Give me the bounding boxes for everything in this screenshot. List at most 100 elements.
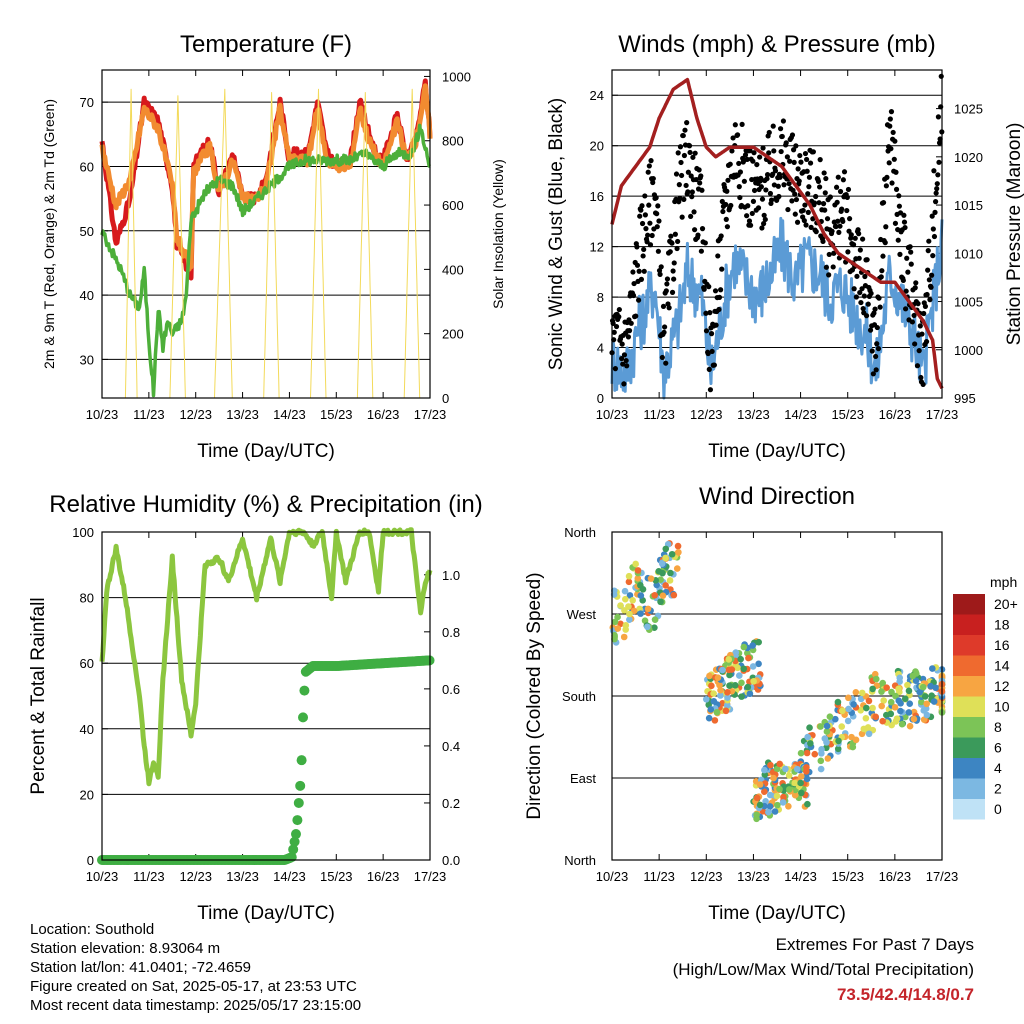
direction-point	[791, 779, 799, 787]
gust-point	[930, 253, 936, 259]
direction-point	[798, 773, 805, 780]
direction-point	[826, 713, 834, 720]
direction-point	[803, 775, 811, 783]
x-axis-label: Time (Day/UTC)	[708, 441, 846, 462]
direction-point	[896, 674, 904, 682]
precip-point	[293, 797, 304, 808]
direction-point	[923, 700, 931, 708]
gust-point	[786, 181, 792, 187]
direction-point	[749, 642, 756, 649]
gust-point	[921, 310, 927, 317]
x-tick-label: 10/23	[86, 869, 119, 884]
gust-point	[744, 156, 750, 162]
direction-point	[706, 672, 713, 680]
x-tick-label: 13/23	[226, 869, 259, 884]
gust-point	[860, 236, 866, 242]
gust-point	[678, 159, 684, 166]
gust-point	[636, 268, 642, 274]
gust-point	[706, 284, 712, 290]
gust-point	[844, 194, 850, 201]
direction-point	[651, 591, 659, 599]
direction-points	[609, 540, 946, 823]
gust-point	[916, 348, 922, 354]
extremes-values: 73.5/42.4/14.8/0.7	[836, 985, 974, 1004]
gust-point	[758, 184, 764, 190]
direction-point	[767, 761, 774, 769]
gust-point	[919, 331, 925, 337]
gust-point	[793, 143, 799, 149]
direction-point	[905, 709, 913, 716]
gust-point	[901, 219, 908, 225]
gust-point	[683, 182, 689, 189]
gust-point	[858, 299, 864, 306]
gust-point	[730, 135, 736, 141]
direction-point	[753, 794, 761, 802]
x-tick-label: 17/23	[414, 407, 447, 422]
gust-point	[633, 313, 639, 319]
direction-point	[823, 728, 831, 735]
gust-point	[895, 237, 901, 243]
gust-point	[719, 198, 725, 205]
direction-point	[651, 616, 659, 623]
x-tick-label: 17/23	[414, 869, 447, 884]
gust-point	[778, 148, 784, 155]
colorbar-swatch	[953, 655, 985, 676]
gust-point	[619, 355, 625, 362]
gust-point	[761, 221, 767, 227]
direction-point	[821, 735, 829, 742]
gust-point	[864, 257, 870, 263]
direction-point	[865, 697, 873, 705]
gust-point	[811, 200, 818, 206]
gust-point	[764, 176, 770, 182]
gust-point	[907, 244, 913, 250]
gust-point	[659, 354, 665, 361]
direction-point	[928, 692, 935, 699]
gust-point	[619, 341, 625, 347]
gust-point	[840, 177, 846, 183]
direction-point	[905, 687, 913, 695]
gust-point	[878, 274, 884, 280]
direction-point	[673, 565, 681, 572]
gust-point	[642, 193, 648, 199]
colorbar-label: 8	[994, 719, 1002, 735]
colorbar-label: 4	[994, 760, 1002, 776]
gust-point	[766, 150, 772, 156]
plot-frame	[101, 531, 431, 861]
gust-point	[667, 249, 673, 255]
gust-point	[835, 174, 841, 180]
x-axis-label: Time (Day/UTC)	[197, 903, 335, 924]
gust-point	[711, 362, 717, 368]
gust-point	[715, 253, 721, 259]
gust-point	[718, 287, 724, 293]
gust-point	[693, 176, 699, 183]
colorbar-title: mph	[990, 574, 1017, 590]
y-axis-label: Percent & Total Rainfall	[28, 597, 49, 794]
gust-point	[935, 172, 941, 178]
direction-point	[736, 672, 743, 679]
gust-point	[647, 242, 654, 248]
gust-point	[646, 202, 652, 208]
gust-point	[748, 222, 754, 228]
direction-point	[632, 560, 639, 568]
gust-point	[703, 328, 710, 334]
gust-point	[883, 224, 889, 230]
gust-point	[675, 150, 681, 156]
gust-point	[873, 367, 879, 373]
gust-point	[798, 159, 804, 165]
y2-tick-label: 1.0	[442, 568, 460, 583]
direction-point	[662, 554, 669, 562]
direction-point	[918, 698, 925, 706]
direction-point	[774, 801, 781, 809]
gust-point	[792, 211, 798, 217]
y-tick-label: North	[564, 525, 596, 540]
gust-point	[750, 198, 757, 204]
direction-point	[879, 717, 886, 725]
direction-point	[756, 781, 764, 788]
y2-tick-label: 1025	[954, 102, 983, 117]
x-tick-label: 10/23	[596, 869, 629, 884]
gust-point	[754, 161, 760, 168]
chart-title: Winds (mph) & Pressure (mb)	[618, 31, 935, 58]
gust-point	[857, 247, 863, 253]
gust-point	[931, 233, 938, 240]
plot-frame	[101, 69, 431, 399]
